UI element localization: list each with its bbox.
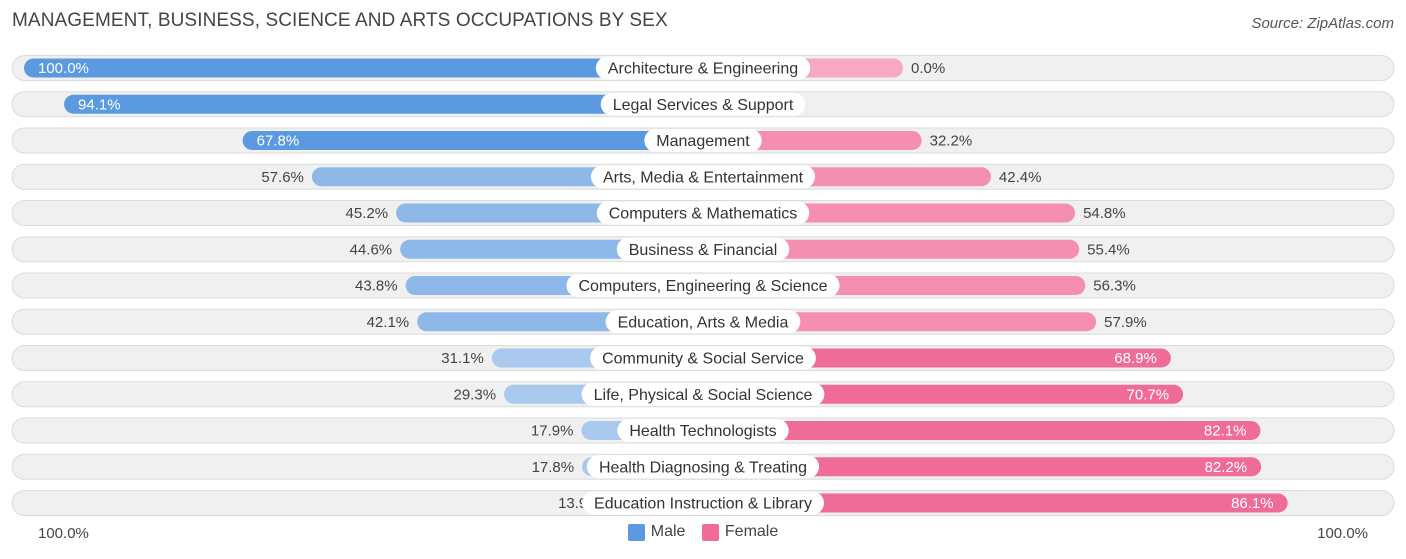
diverging-bar-chart: 100.0% 0.0% Architecture & Engineering 94.1… — [11, 55, 1395, 516]
female-value-label: 86.1% — [1231, 495, 1274, 512]
male-value-label: 17.9% — [531, 423, 574, 440]
female-value-label: 82.2% — [1205, 459, 1248, 476]
chart-source: Source: ZipAtlas.com — [1251, 15, 1394, 32]
male-value-label: 57.6% — [261, 169, 304, 186]
male-bar — [24, 58, 703, 78]
category-label: Life, Physical & Social Science — [594, 387, 813, 404]
male-value-label: 43.8% — [355, 278, 398, 295]
chart-row: 42.1% 57.9% Education, Arts & Media — [11, 308, 1395, 335]
female-value-label: 54.8% — [1083, 205, 1126, 222]
female-bar — [703, 239, 1080, 259]
legend-male: Male — [627, 523, 686, 541]
female-value-label: 68.9% — [1114, 350, 1157, 367]
male-value-label: 45.2% — [346, 205, 389, 222]
legend-female-label: Female — [724, 523, 779, 540]
chart-row: 67.8% 32.2% Management — [11, 127, 1395, 154]
female-value-label: 57.9% — [1104, 314, 1147, 331]
category-label-pill — [586, 455, 820, 479]
female-value-label: 56.3% — [1093, 278, 1136, 295]
male-value-label: 44.6% — [350, 241, 393, 258]
female-value-label: 32.2% — [930, 133, 973, 150]
chart-row: 29.3% 70.7% Life, Physical & Social Scienc… — [11, 381, 1395, 408]
chart-row: 43.8% 56.3% Computers, Engineering & Scien… — [11, 272, 1395, 299]
legend-male-swatch — [627, 523, 645, 541]
chart-row: 100.0% 0.0% Architecture & Engineering — [11, 55, 1395, 81]
chart-row: 94.1%5.9%Legal Services & Support — [11, 91, 1395, 118]
male-value-label: 17.8% — [532, 459, 575, 476]
female-value-label: 70.7% — [1127, 386, 1170, 403]
legend: Male Female — [0, 523, 1406, 546]
chart-row: 45.2% 54.8% Computers & Mathematics — [11, 200, 1395, 226]
male-value-label: 67.8% — [257, 133, 300, 150]
category-label: Community & Social Service — [602, 351, 804, 368]
female-bar — [703, 348, 1171, 368]
male-value-label: 94.1% — [78, 96, 121, 113]
female-value-label: 42.4% — [999, 169, 1042, 186]
legend-female-swatch — [701, 523, 719, 541]
category-label: Business & Financial — [629, 242, 778, 259]
chart-row: 17.9% 82.1% Health Technologists — [11, 417, 1395, 444]
category-label: Legal Services & Support — [613, 97, 794, 114]
category-label: Education, Arts & Media — [618, 314, 789, 331]
category-label: Architecture & Engineering — [608, 61, 798, 78]
category-label-pill — [644, 129, 762, 152]
category-label-pill — [600, 92, 806, 116]
category-label: Management — [656, 133, 750, 150]
legend-female: Female — [701, 523, 779, 541]
axis-left-label: 100.0% — [38, 525, 89, 542]
category-label-pill — [595, 56, 811, 80]
chart-title: MANAGEMENT, BUSINESS, SCIENCE AND ARTS O… — [12, 10, 668, 31]
category-label: Health Technologists — [629, 423, 776, 440]
female-bar — [703, 421, 1261, 440]
category-label-pill — [590, 165, 816, 189]
female-bar — [703, 493, 1288, 513]
chart-row: 57.6% 42.4% Arts, Media & Entertainment — [11, 163, 1395, 190]
male-value-label: 42.1% — [367, 314, 410, 331]
chart-row: 31.1% 68.9% Community & Social Service — [11, 345, 1395, 371]
category-label: Education Instruction & Library — [594, 496, 812, 513]
female-bar — [703, 457, 1262, 477]
male-bar — [242, 131, 703, 150]
category-label-pill — [581, 382, 825, 406]
axis-right-label: 100.0% — [1317, 525, 1368, 542]
chart-row: 44.6% 55.4% Business & Financial — [11, 236, 1395, 263]
legend-male-label: Male — [650, 523, 686, 540]
female-value-label: 0.0% — [911, 60, 945, 77]
category-label-pill — [616, 237, 790, 261]
category-label-pill — [566, 274, 840, 297]
category-label: Arts, Media & Entertainment — [603, 169, 804, 186]
male-value-label: 100.0% — [38, 60, 89, 77]
category-label-pill — [582, 491, 824, 515]
category-label: Health Diagnosing & Treating — [599, 459, 807, 476]
chart-row: 17.8% 82.2% Health Diagnosing & Treating — [11, 453, 1395, 480]
male-value-label: 29.3% — [454, 386, 497, 403]
female-value-label: 82.1% — [1204, 423, 1247, 440]
female-bar — [703, 312, 1097, 332]
category-label-pill — [605, 310, 801, 334]
chart-row: 13.9% 86.1%Education Instruction & Librar… — [11, 490, 1395, 516]
category-label: Computers & Mathematics — [609, 206, 798, 223]
category-label-pill — [590, 346, 816, 370]
male-bar — [64, 94, 704, 114]
female-value-label: 55.4% — [1087, 241, 1130, 258]
male-value-label: 31.1% — [441, 350, 484, 367]
category-label-pill — [596, 201, 810, 225]
category-label: Computers, Engineering & Science — [578, 278, 827, 295]
category-label-pill — [617, 419, 789, 442]
